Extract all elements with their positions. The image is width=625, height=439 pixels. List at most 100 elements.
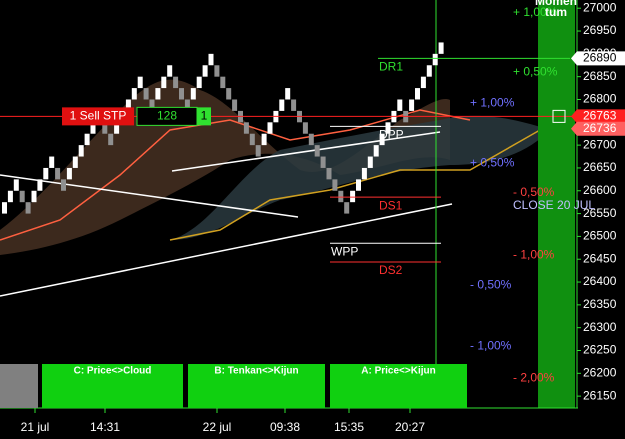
percent-label: - 2,00% xyxy=(513,371,555,385)
y-tick-label: 26950 xyxy=(583,23,617,37)
renko-brick xyxy=(149,99,155,111)
pivot-label: DS1 xyxy=(379,198,403,212)
x-tick-label: 15:35 xyxy=(334,420,364,434)
y-tick-label: 26300 xyxy=(583,320,617,334)
y-tick-label: 26800 xyxy=(583,92,617,106)
signal-button[interactable] xyxy=(330,364,467,408)
cloud-edge xyxy=(169,129,541,241)
renko-brick xyxy=(214,65,220,77)
renko-brick xyxy=(279,99,285,111)
renko-brick xyxy=(397,99,403,111)
signal-button[interactable] xyxy=(188,364,325,408)
momentum-panel xyxy=(538,0,575,408)
renko-brick xyxy=(344,202,350,214)
renko-brick xyxy=(190,88,196,100)
renko-brick xyxy=(66,167,72,180)
y-tick-label: 26600 xyxy=(583,183,617,197)
pivot-label: WPP xyxy=(331,244,358,258)
renko-brick xyxy=(367,156,373,168)
y-tick-label: 27000 xyxy=(583,0,617,14)
renko-brick xyxy=(267,122,273,134)
price-tag xyxy=(571,121,625,136)
renko-brick xyxy=(196,76,202,89)
order-side: 1 Sell STP xyxy=(70,109,127,123)
renko-brick xyxy=(31,190,37,203)
pivot-label: DR1 xyxy=(379,60,403,74)
y-tick-label: 26700 xyxy=(583,137,617,151)
renko-brick xyxy=(320,156,326,168)
renko-brick xyxy=(2,202,7,214)
y-tick-label: 26150 xyxy=(583,388,617,402)
renko-brick xyxy=(131,88,137,100)
renko-brick xyxy=(249,133,255,146)
renko-brick xyxy=(385,122,391,134)
renko-brick xyxy=(350,190,356,203)
renko-brick xyxy=(114,122,120,134)
x-tick-label: 21 jul xyxy=(21,420,50,434)
close-label: CLOSE 20 JUL xyxy=(513,198,595,212)
renko-brick xyxy=(361,167,367,180)
renko-brick xyxy=(379,133,385,146)
y-tick-label: 26250 xyxy=(583,343,617,357)
renko-brick xyxy=(19,190,25,203)
renko-brick xyxy=(261,133,267,146)
y-tick-label: 26200 xyxy=(583,365,617,379)
renko-brick xyxy=(125,99,131,111)
y-tick-label: 26850 xyxy=(583,69,617,83)
signal-button-label: C: Price<>Cloud xyxy=(74,366,152,377)
renko-brick xyxy=(220,76,226,89)
percent-label: + 1,00% xyxy=(470,95,515,109)
renko-brick xyxy=(143,88,149,100)
percent-label: - 0,50% xyxy=(470,277,512,291)
renko-brick xyxy=(420,76,426,89)
renko-brick xyxy=(409,99,415,111)
percent-label: - 1,00% xyxy=(513,247,555,261)
signal-button-label: B: Tenkan<>Kijun xyxy=(214,366,298,377)
x-tick-label: 22 jul xyxy=(203,420,232,434)
renko-brick xyxy=(438,42,444,54)
renko-brick xyxy=(356,179,361,191)
panel-title: Momen tum xyxy=(535,0,577,19)
renko-brick xyxy=(285,88,291,100)
renko-brick xyxy=(102,122,108,134)
renko-brick xyxy=(255,145,261,157)
trend-line xyxy=(171,131,441,172)
renko-brick xyxy=(432,53,438,66)
renko-brick xyxy=(232,99,238,111)
renko-brick xyxy=(373,145,379,157)
signal-button[interactable] xyxy=(42,364,183,408)
renko-brick xyxy=(179,88,184,100)
percent-label: + 0,50% xyxy=(470,156,515,170)
price-tag-label: 26736 xyxy=(583,121,617,135)
renko-brick xyxy=(25,202,31,214)
renko-brick xyxy=(167,65,173,77)
renko-brick xyxy=(202,65,208,77)
renko-brick xyxy=(326,167,332,180)
renko-brick xyxy=(61,179,66,191)
pivot-label: DPP xyxy=(379,128,404,142)
renko-brick xyxy=(173,76,179,89)
renko-brick xyxy=(137,76,143,89)
close-order[interactable] xyxy=(552,109,566,123)
renko-brick xyxy=(208,53,214,66)
price-tag xyxy=(571,51,625,66)
order-side-box[interactable] xyxy=(62,107,134,126)
renko-brick xyxy=(43,167,49,180)
renko-brick xyxy=(308,133,314,146)
order-qty: 128 xyxy=(157,109,177,123)
cloud-bull xyxy=(170,115,550,240)
pivot-label: DS2 xyxy=(379,263,403,277)
renko-brick xyxy=(155,88,161,100)
renko-brick xyxy=(90,122,96,134)
order-count-box[interactable] xyxy=(197,107,211,126)
signal-button-label: A: Price<>Kijun xyxy=(361,366,435,377)
price-tag xyxy=(571,109,625,124)
button-blank[interactable] xyxy=(0,364,38,408)
renko-brick xyxy=(108,133,114,146)
renko-brick xyxy=(78,145,84,157)
x-tick-label: 14:31 xyxy=(90,420,120,434)
trend-line xyxy=(0,203,453,297)
y-tick-label: 26650 xyxy=(583,160,617,174)
x-tick-label: 09:38 xyxy=(270,420,300,434)
renko-brick xyxy=(415,88,420,100)
